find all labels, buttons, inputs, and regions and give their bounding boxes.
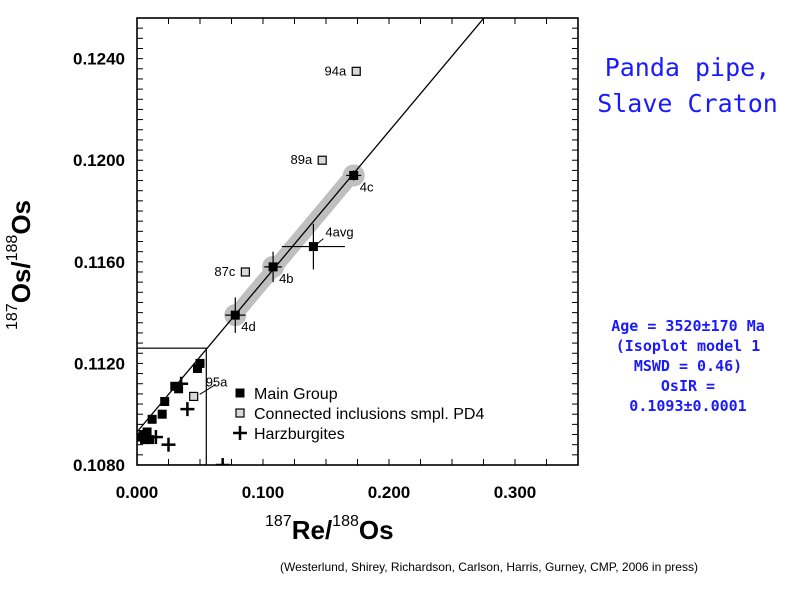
x-tick-label: 0.100: [242, 483, 285, 502]
data-point-1-3: [189, 391, 199, 402]
point-label-3: 4avg: [325, 225, 353, 240]
data-point-0-14: [137, 432, 146, 442]
plot-frame: [136, 17, 579, 466]
data-point-2-0: [174, 376, 189, 391]
title-line-1: Panda pipe,: [604, 53, 771, 82]
data-point-2-4: [215, 458, 230, 465]
y-label-sup2: 188: [4, 234, 21, 262]
age-line-4: OsIR =: [660, 377, 716, 395]
age-line-2: (Isoplot model 1: [615, 337, 761, 355]
data-point-0-5: [192, 363, 202, 373]
data-point-2-2: [148, 430, 163, 445]
data-point-1-2: [240, 267, 250, 277]
age-annotation: Age = 3520±170 Ma (Isoplot model 1 MSWD …: [583, 316, 793, 416]
y-label-sup1: 187: [4, 303, 21, 330]
point-label-4: 87c: [214, 264, 235, 279]
legend-marker-1: [235, 408, 245, 418]
plot-area: [137, 18, 485, 465]
isochron-line: [137, 18, 485, 433]
data-point-2-1: [180, 402, 195, 417]
y-tick-label: 0.1200: [73, 151, 125, 170]
data-point-0-9: [157, 409, 167, 419]
legend-label-0: Main Group: [254, 386, 338, 403]
label-4avg-leader: [317, 238, 324, 244]
data-point-0-0: [230, 310, 240, 320]
point-label-0: 94a: [325, 63, 347, 78]
data-point-0-2: [308, 242, 318, 252]
chart-title: Panda pipe, Slave Craton: [585, 50, 790, 122]
data-point-0-1: [268, 262, 278, 272]
x-label-sup2: 188: [332, 513, 359, 530]
data-point-1-1: [317, 155, 327, 165]
y-tick-label: 0.1120: [74, 354, 125, 373]
x-label-sup1: 187: [265, 513, 292, 530]
citation: (Westerlund, Shirey, Richardson, Carlson…: [280, 560, 698, 574]
point-label-5: 4b: [279, 271, 293, 286]
data-point-0-15: [145, 435, 155, 445]
legend-label-2: Harzburgites: [254, 426, 345, 443]
data-point-0-3: [349, 170, 359, 180]
legend-marker-0: [235, 388, 245, 398]
data-point-0-7: [174, 384, 184, 394]
y-label-part2: Os: [6, 199, 36, 235]
data-point-0-8: [160, 397, 170, 407]
legend-marker-2: [233, 426, 247, 440]
age-line-5: 0.1093±0.0001: [629, 397, 747, 415]
point-label-7: 95a: [206, 374, 228, 389]
point-label-6: 4d: [241, 319, 255, 334]
x-tick-label: 0.300: [494, 483, 537, 502]
data-point-1-0: [351, 66, 361, 76]
label-95a-leader: [199, 384, 216, 395]
x-tick-label: 0.200: [368, 483, 411, 502]
y-tick-label: 0.1240: [73, 50, 125, 69]
y-tick-label: 0.1080: [73, 456, 125, 475]
legend-label-1: Connected inclusions smpl. PD4: [254, 406, 484, 423]
age-line-1: Age = 3520±170 Ma: [611, 317, 765, 335]
data-point-0-10: [147, 414, 157, 424]
y-label-part1: Os/: [6, 261, 36, 304]
data-point-2-3: [161, 437, 176, 452]
point-label-1: 89a: [291, 152, 313, 167]
x-tick-label: 0.000: [116, 483, 159, 502]
y-tick-label: 0.1160: [74, 253, 125, 272]
age-line-3: MSWD = 0.46): [633, 357, 743, 375]
x-label-part2: Os: [358, 515, 394, 545]
point-label-2: 4c: [360, 179, 374, 194]
x-axis-label: 187Re/188Os: [265, 513, 394, 546]
data-point-0-4: [195, 358, 205, 368]
x-label-part1: Re/: [291, 515, 333, 545]
title-line-2: Slave Craton: [597, 89, 778, 118]
